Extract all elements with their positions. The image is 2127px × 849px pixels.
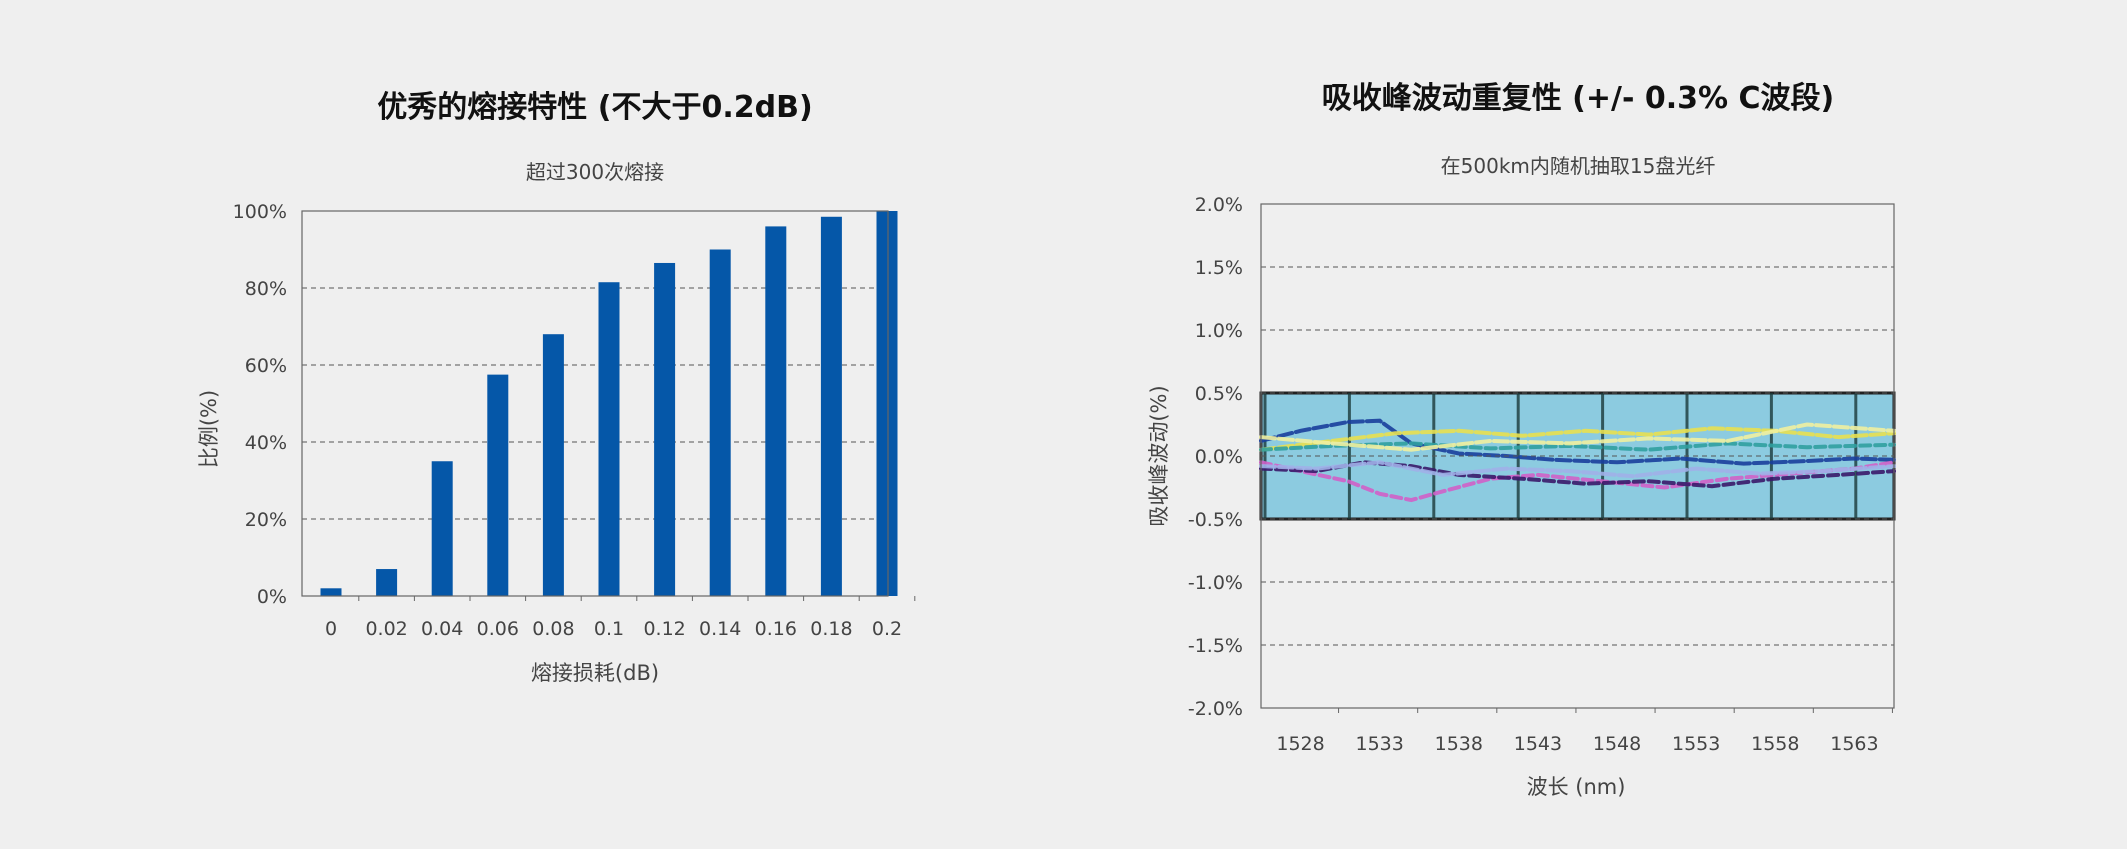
bar: [320, 588, 342, 596]
absorption-peak-chart: 吸收峰波动重复性 (+/- 0.3% C波段) 在500km内随机抽取15盘光纤…: [1147, 81, 1896, 799]
left-x-tick: 0.06: [477, 618, 519, 640]
right-x-tick: 1543: [1514, 733, 1562, 755]
right-chart-subtitle: 在500km内随机抽取15盘光纤: [1441, 154, 1716, 178]
right-plot-frame: [1260, 203, 1895, 709]
right-y-axis-label: 吸收峰波动(%): [1147, 385, 1171, 526]
right-y-tick: -1.0%: [1188, 572, 1243, 594]
right-y-tick: -1.5%: [1188, 635, 1243, 657]
left-y-tick: 20%: [245, 509, 287, 531]
left-x-tick: 0.12: [643, 618, 685, 640]
left-x-tick-labels: 0 0.02 0.04 0.06 0.08 0.1 0.12 0.14 0.16 0.18 0.2: [325, 596, 916, 640]
right-x-tick: 1563: [1830, 733, 1878, 755]
left-y-tick: 0%: [257, 586, 287, 608]
left-x-tick: 0.08: [532, 618, 574, 640]
bar: [431, 461, 453, 596]
right-y-tick: -0.5%: [1188, 509, 1243, 531]
left-y-tick: 100%: [233, 201, 287, 223]
right-x-axis-label: 波长 (nm): [1527, 775, 1626, 799]
left-x-tick: 0.16: [755, 618, 797, 640]
left-chart-subtitle: 超过300次熔接: [526, 160, 664, 184]
right-y-tick: 0.5%: [1195, 383, 1243, 405]
series-line: [1259, 418, 1896, 466]
bar: [598, 282, 620, 596]
right-x-tick: 1533: [1356, 733, 1404, 755]
fusion-splice-chart: 优秀的熔接特性 (不大于0.2dB) 超过300次熔接 0% 20% 40% 60% 8…: [197, 90, 916, 685]
bar: [376, 569, 398, 596]
left-x-tick: 0.04: [421, 618, 463, 640]
series-line: [1259, 422, 1896, 452]
left-x-tick: 0: [325, 618, 337, 640]
left-x-tick: 0.1: [594, 618, 624, 640]
left-x-axis-label: 熔接损耗(dB): [531, 661, 659, 685]
left-bars: [320, 211, 898, 596]
left-chart-title: 优秀的熔接特性 (不大于0.2dB): [377, 90, 812, 125]
right-gridlines: [1261, 266, 1894, 646]
right-y-tick-labels: 2.0% 1.5% 1.0% 0.5% 0.0% -0.5% -1.0% -1.5% -2.0%: [1188, 194, 1243, 720]
bar: [820, 216, 842, 596]
series-line: [1259, 460, 1896, 479]
right-x-tick: 1553: [1672, 733, 1720, 755]
right-x-tick: 1558: [1751, 733, 1799, 755]
series-line: [1259, 426, 1896, 452]
right-y-tick: 1.0%: [1195, 320, 1243, 342]
right-y-tick: 1.5%: [1195, 257, 1243, 279]
left-y-tick: 40%: [245, 432, 287, 454]
bar: [709, 249, 731, 596]
right-chart-title: 吸收峰波动重复性 (+/- 0.3% C波段): [1322, 81, 1835, 116]
fiber-series-lines: [1259, 418, 1896, 503]
left-x-tick: 0.2: [872, 618, 902, 640]
right-x-tick: 1538: [1435, 733, 1483, 755]
left-x-tick: 0.14: [699, 618, 741, 640]
bar: [487, 374, 509, 596]
bar: [876, 211, 898, 596]
left-y-tick: 80%: [245, 278, 287, 300]
right-x-tick: 1528: [1276, 733, 1324, 755]
right-x-tick: 1548: [1593, 733, 1641, 755]
bar: [542, 334, 564, 596]
right-y-tick: 0.0%: [1195, 446, 1243, 468]
left-y-tick: 60%: [245, 355, 287, 377]
bar: [765, 226, 787, 596]
left-y-axis-label: 比例(%): [197, 390, 221, 468]
right-x-tick-labels: 1528 1533 1538 1543 1548 1553 1558 1563: [1276, 708, 1893, 755]
left-plot-frame: [301, 210, 889, 597]
left-y-tick-labels: 0% 20% 40% 60% 80% 100%: [233, 201, 287, 608]
left-x-tick: 0.18: [810, 618, 852, 640]
left-x-tick: 0.02: [365, 618, 407, 640]
bar: [654, 262, 676, 596]
left-gridlines: [302, 287, 888, 520]
right-y-tick: 2.0%: [1195, 194, 1243, 216]
right-y-tick: -2.0%: [1188, 698, 1243, 720]
